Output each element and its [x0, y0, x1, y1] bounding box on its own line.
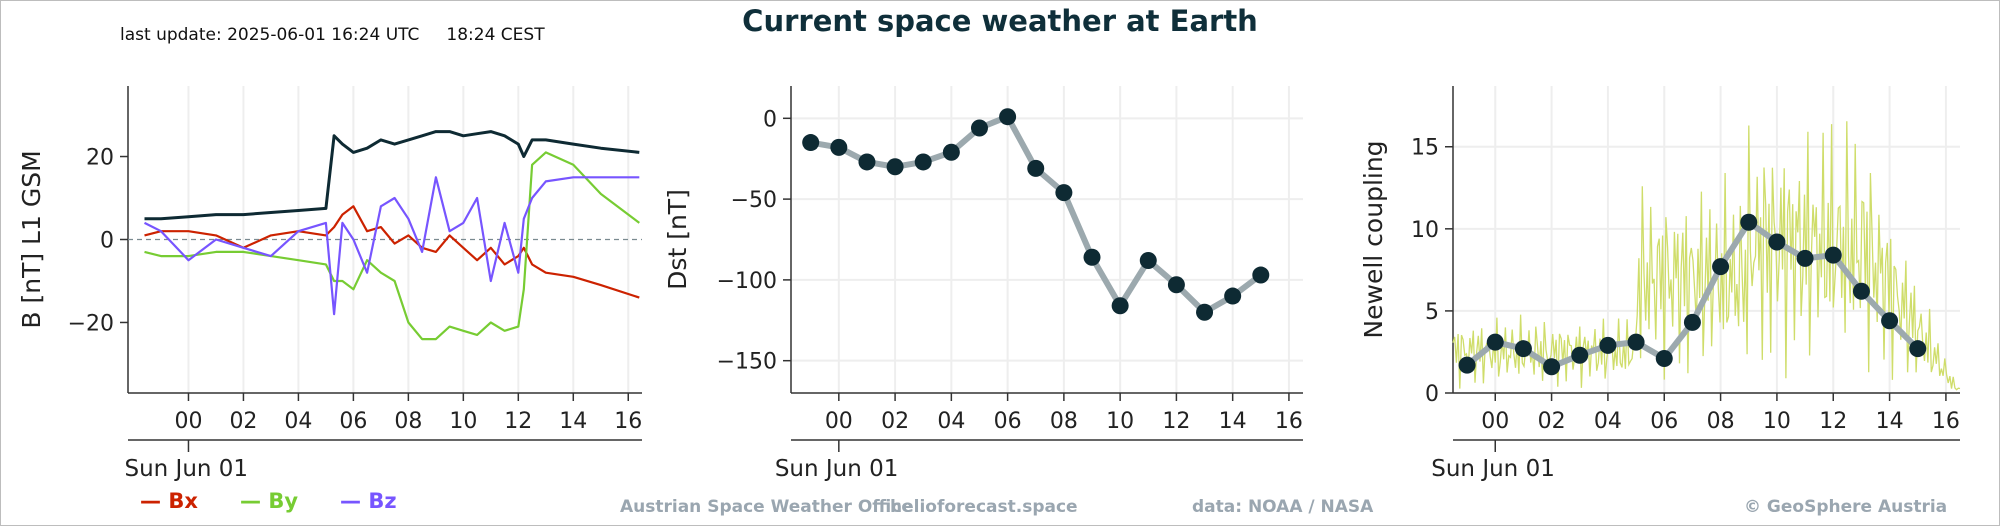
newell-ytick-label: 5: [1425, 300, 1439, 325]
series-by-line: [144, 151, 640, 341]
newell-data-point: [1514, 340, 1532, 358]
dst-xtick-label: 02: [881, 409, 909, 434]
legend-bx: — Bx: [140, 489, 198, 513]
dst-ytick-label: −50: [731, 188, 777, 213]
newell-data-point: [1824, 246, 1842, 264]
dst-data-point: [1083, 248, 1101, 266]
b-field-ytick-label: 0: [100, 229, 114, 254]
dst-xtick-label: 16: [1275, 409, 1303, 434]
dst-data-point: [1139, 252, 1157, 270]
newell-y-label: Newell coupling: [1359, 140, 1388, 338]
newell-data-point: [1740, 213, 1758, 231]
legend-bz: — Bz: [340, 489, 397, 513]
newell-data-point: [1486, 333, 1504, 351]
newell-ytick-label: 0: [1425, 382, 1439, 407]
newell-data-point: [1683, 313, 1701, 331]
dst-data-point: [886, 158, 904, 176]
dst-y-label: Dst [nT]: [663, 189, 692, 290]
dst-ytick-label: 0: [763, 107, 777, 132]
dst-data-point: [914, 153, 932, 171]
dst-xtick-label: 00: [825, 409, 853, 434]
dst-series-line: [810, 113, 1263, 316]
dst-data-point: [999, 108, 1017, 126]
footer-site: helioforecast.space: [890, 497, 1078, 517]
dst-xtick-label: 06: [994, 409, 1022, 434]
b-field-ytick-label: −20: [68, 311, 114, 336]
dst-data-point: [1252, 266, 1270, 284]
dst-data-point: [970, 119, 988, 137]
legend-by: — By: [240, 489, 299, 513]
newell-xtick-label: 12: [1819, 409, 1847, 434]
newell-xtick-label: 14: [1876, 409, 1904, 434]
footer-office: Austrian Space Weather Office: [620, 497, 913, 517]
dst-data-point: [1055, 184, 1073, 202]
newell-xtick-label: 16: [1932, 409, 1960, 434]
dst-data-point: [1196, 303, 1214, 321]
series-bz-line: [144, 176, 640, 316]
dst-data-point: [858, 153, 876, 171]
b-field-panel: −20 0 20 00 02 04 06 08 10 12 14 16 Sun Jun 01 B [nT]…: [17, 86, 642, 482]
newell-ytick-label: 10: [1411, 218, 1439, 243]
dst-xtick-label: 12: [1162, 409, 1190, 434]
dst-data-point: [830, 138, 848, 156]
dst-data-point: [1224, 287, 1242, 305]
newell-xtick-label: 04: [1594, 409, 1622, 434]
b-field-xtick-label: 16: [614, 409, 642, 434]
newell-data-point: [1543, 358, 1561, 376]
footer-copyright: © GeoSphere Austria: [1744, 497, 1948, 517]
dst-data-point: [1167, 276, 1185, 294]
newell-data-point: [1768, 233, 1786, 251]
page-title: Current space weather at Earth: [742, 4, 1258, 38]
newell-xtick-label: 00: [1481, 409, 1509, 434]
dst-date-label: Sun Jun 01: [775, 456, 899, 482]
dst-xtick-label: 08: [1050, 409, 1078, 434]
newell-raw-trace: [1452, 121, 1961, 391]
newell-xtick-label: 06: [1650, 409, 1678, 434]
dst-xtick-label: 10: [1106, 409, 1134, 434]
b-field-date-label: Sun Jun 01: [124, 456, 248, 482]
newell-date-label: Sun Jun 01: [1431, 456, 1555, 482]
newell-xtick-label: 10: [1763, 409, 1791, 434]
dst-xtick-label: 14: [1219, 409, 1247, 434]
b-field-xtick-label: 14: [559, 409, 587, 434]
newell-panel: 0 5 10 15 00 02 04 06 08 10 12 14 16 Sun Jun 01 Newell…: [1359, 86, 1961, 482]
newell-data-point: [1712, 258, 1730, 276]
newell-xtick-label: 08: [1707, 409, 1735, 434]
dst-data-point: [802, 134, 820, 152]
b-field-xtick-label: 12: [504, 409, 532, 434]
last-update-text: last update: 2025-06-01 16:24 UTC 18:24 …: [120, 25, 545, 45]
newell-ytick-label: 15: [1411, 136, 1439, 161]
b-field-ytick-label: 20: [86, 146, 114, 171]
b-field-xtick-label: 08: [394, 409, 422, 434]
newell-data-point: [1796, 249, 1814, 267]
dst-xtick-label: 04: [937, 409, 965, 434]
newell-data-point: [1655, 350, 1673, 368]
newell-xtick-label: 02: [1538, 409, 1566, 434]
series-bt-line: [144, 130, 640, 221]
b-field-xtick-label: 02: [229, 409, 257, 434]
dst-data-point: [1111, 297, 1129, 315]
b-field-xtick-label: 00: [174, 409, 202, 434]
dst-ytick-label: −150: [717, 350, 777, 375]
b-field-xtick-label: 10: [449, 409, 477, 434]
newell-data-point: [1571, 346, 1589, 364]
dst-ytick-label: −100: [717, 269, 777, 294]
newell-data-point: [1458, 356, 1476, 374]
b-field-y-label: B [nT] L1 GSM: [17, 150, 46, 328]
newell-data-point: [1852, 282, 1870, 300]
footer-source: data: NOAA / NASA: [1192, 497, 1374, 517]
newell-data-point: [1599, 336, 1617, 354]
b-field-xtick-label: 06: [339, 409, 367, 434]
newell-data-point: [1627, 333, 1645, 351]
newell-data-point: [1881, 312, 1899, 330]
dst-data-point: [942, 143, 960, 161]
newell-data-point: [1909, 340, 1927, 358]
dst-data-point: [1027, 159, 1045, 177]
b-field-xtick-label: 04: [284, 409, 312, 434]
